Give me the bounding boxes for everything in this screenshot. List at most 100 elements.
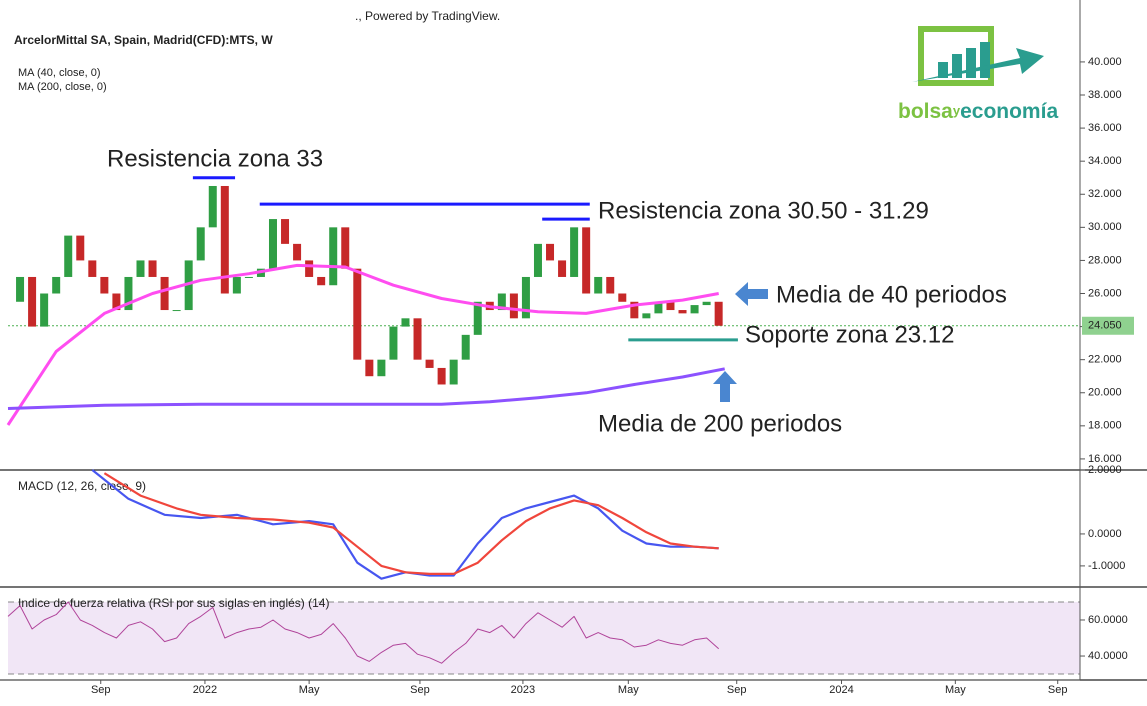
candle [449, 359, 458, 385]
candle [100, 276, 109, 294]
x-tick-label: May [945, 684, 966, 696]
logo-part: bolsa [898, 100, 953, 123]
logo-part: economía [960, 100, 1058, 123]
last-price-box [1082, 316, 1134, 335]
annotation: Soporte zona 23.12 [745, 321, 955, 348]
candle [642, 313, 651, 319]
candle [666, 301, 675, 311]
candle [521, 276, 530, 319]
candle [690, 305, 699, 314]
candle [317, 276, 326, 286]
annotation: Resistencia zona 33 [107, 145, 323, 172]
candle [329, 227, 338, 286]
x-tick-label: Sep [410, 684, 430, 696]
candle [654, 301, 663, 314]
rsi-band [8, 601, 1080, 675]
candle [341, 227, 350, 269]
candle [714, 301, 723, 326]
candle [401, 318, 410, 327]
arrow-up [713, 371, 737, 402]
candle [124, 276, 133, 311]
candle [509, 293, 518, 319]
candle [582, 227, 591, 294]
x-tick-label: Sep [1048, 684, 1068, 696]
y-tick-label: -1.0000 [1088, 560, 1125, 572]
y-tick-label: 36.000 [1088, 122, 1122, 134]
candle [389, 326, 398, 360]
candle [570, 227, 579, 277]
series-line [6, 263, 719, 426]
candle [377, 359, 386, 377]
candle [40, 293, 49, 327]
y-tick-label: 16.000 [1088, 453, 1122, 465]
candle [425, 359, 434, 368]
candle [702, 301, 711, 306]
x-tick-label: 2023 [511, 684, 535, 696]
candle [232, 276, 241, 294]
y-tick-label: 26.000 [1088, 287, 1122, 299]
logo-bar [938, 62, 948, 78]
candle [220, 185, 229, 294]
series-line [7, 367, 725, 410]
candle [244, 276, 253, 278]
candle [16, 276, 25, 302]
candle [52, 276, 61, 294]
candle [546, 243, 555, 261]
y-tick-label: 18.000 [1088, 420, 1122, 432]
candle [365, 359, 374, 377]
series-line [7, 601, 720, 664]
ma-legend: MA (200, close, 0) [18, 81, 107, 93]
candle [618, 293, 627, 302]
candle [160, 276, 169, 311]
candle [594, 276, 603, 294]
y-tick-label: 30.000 [1088, 221, 1122, 233]
y-tick-label: 34.000 [1088, 155, 1122, 167]
series-line [91, 469, 719, 580]
x-tick-label: 2022 [193, 684, 217, 696]
candle [88, 260, 97, 277]
y-tick-label: 20.000 [1088, 387, 1122, 399]
last-price-label: 24.050 [1088, 320, 1122, 332]
symbol-title: ArcelorMittal SA, Spain, Madrid(CFD):MTS… [14, 33, 273, 47]
candle [196, 227, 205, 261]
logo: bolsayeconomía [898, 26, 1058, 123]
y-tick-label: 28.000 [1088, 254, 1122, 266]
y-tick-label: 40.0000 [1088, 650, 1128, 662]
x-tick-label: Sep [91, 684, 111, 696]
arrow-left [735, 282, 768, 306]
y-tick-label: 60.0000 [1088, 614, 1128, 626]
candle [184, 260, 193, 311]
logo-frame [918, 26, 994, 86]
candle [630, 301, 639, 319]
candle [293, 243, 302, 261]
candle [558, 260, 567, 277]
candle [28, 276, 37, 327]
y-tick-label: 22.000 [1088, 354, 1122, 366]
x-tick-label: May [299, 684, 320, 696]
annotation: Resistencia zona 30.50 - 31.29 [598, 197, 929, 224]
candle [172, 310, 181, 312]
candle [305, 260, 314, 277]
candle [533, 243, 542, 277]
y-tick-label: 40.000 [1088, 56, 1122, 68]
x-tick-label: 2024 [829, 684, 853, 696]
candle [606, 276, 615, 294]
logo-bar [952, 54, 962, 78]
candle [281, 219, 290, 244]
x-tick-label: Sep [727, 684, 747, 696]
logo-text: bolsayeconomía [898, 100, 1058, 123]
candle [678, 310, 687, 314]
annotation: Media de 40 periodos [776, 281, 1007, 308]
logo-part: y [953, 103, 961, 118]
candle [461, 334, 470, 360]
y-tick-label: 38.000 [1088, 89, 1122, 101]
series-line [103, 472, 719, 575]
candle [76, 235, 85, 261]
candle [136, 260, 145, 277]
candle [473, 301, 482, 335]
y-tick-label: 2.0000 [1088, 464, 1122, 476]
candle [437, 367, 446, 385]
